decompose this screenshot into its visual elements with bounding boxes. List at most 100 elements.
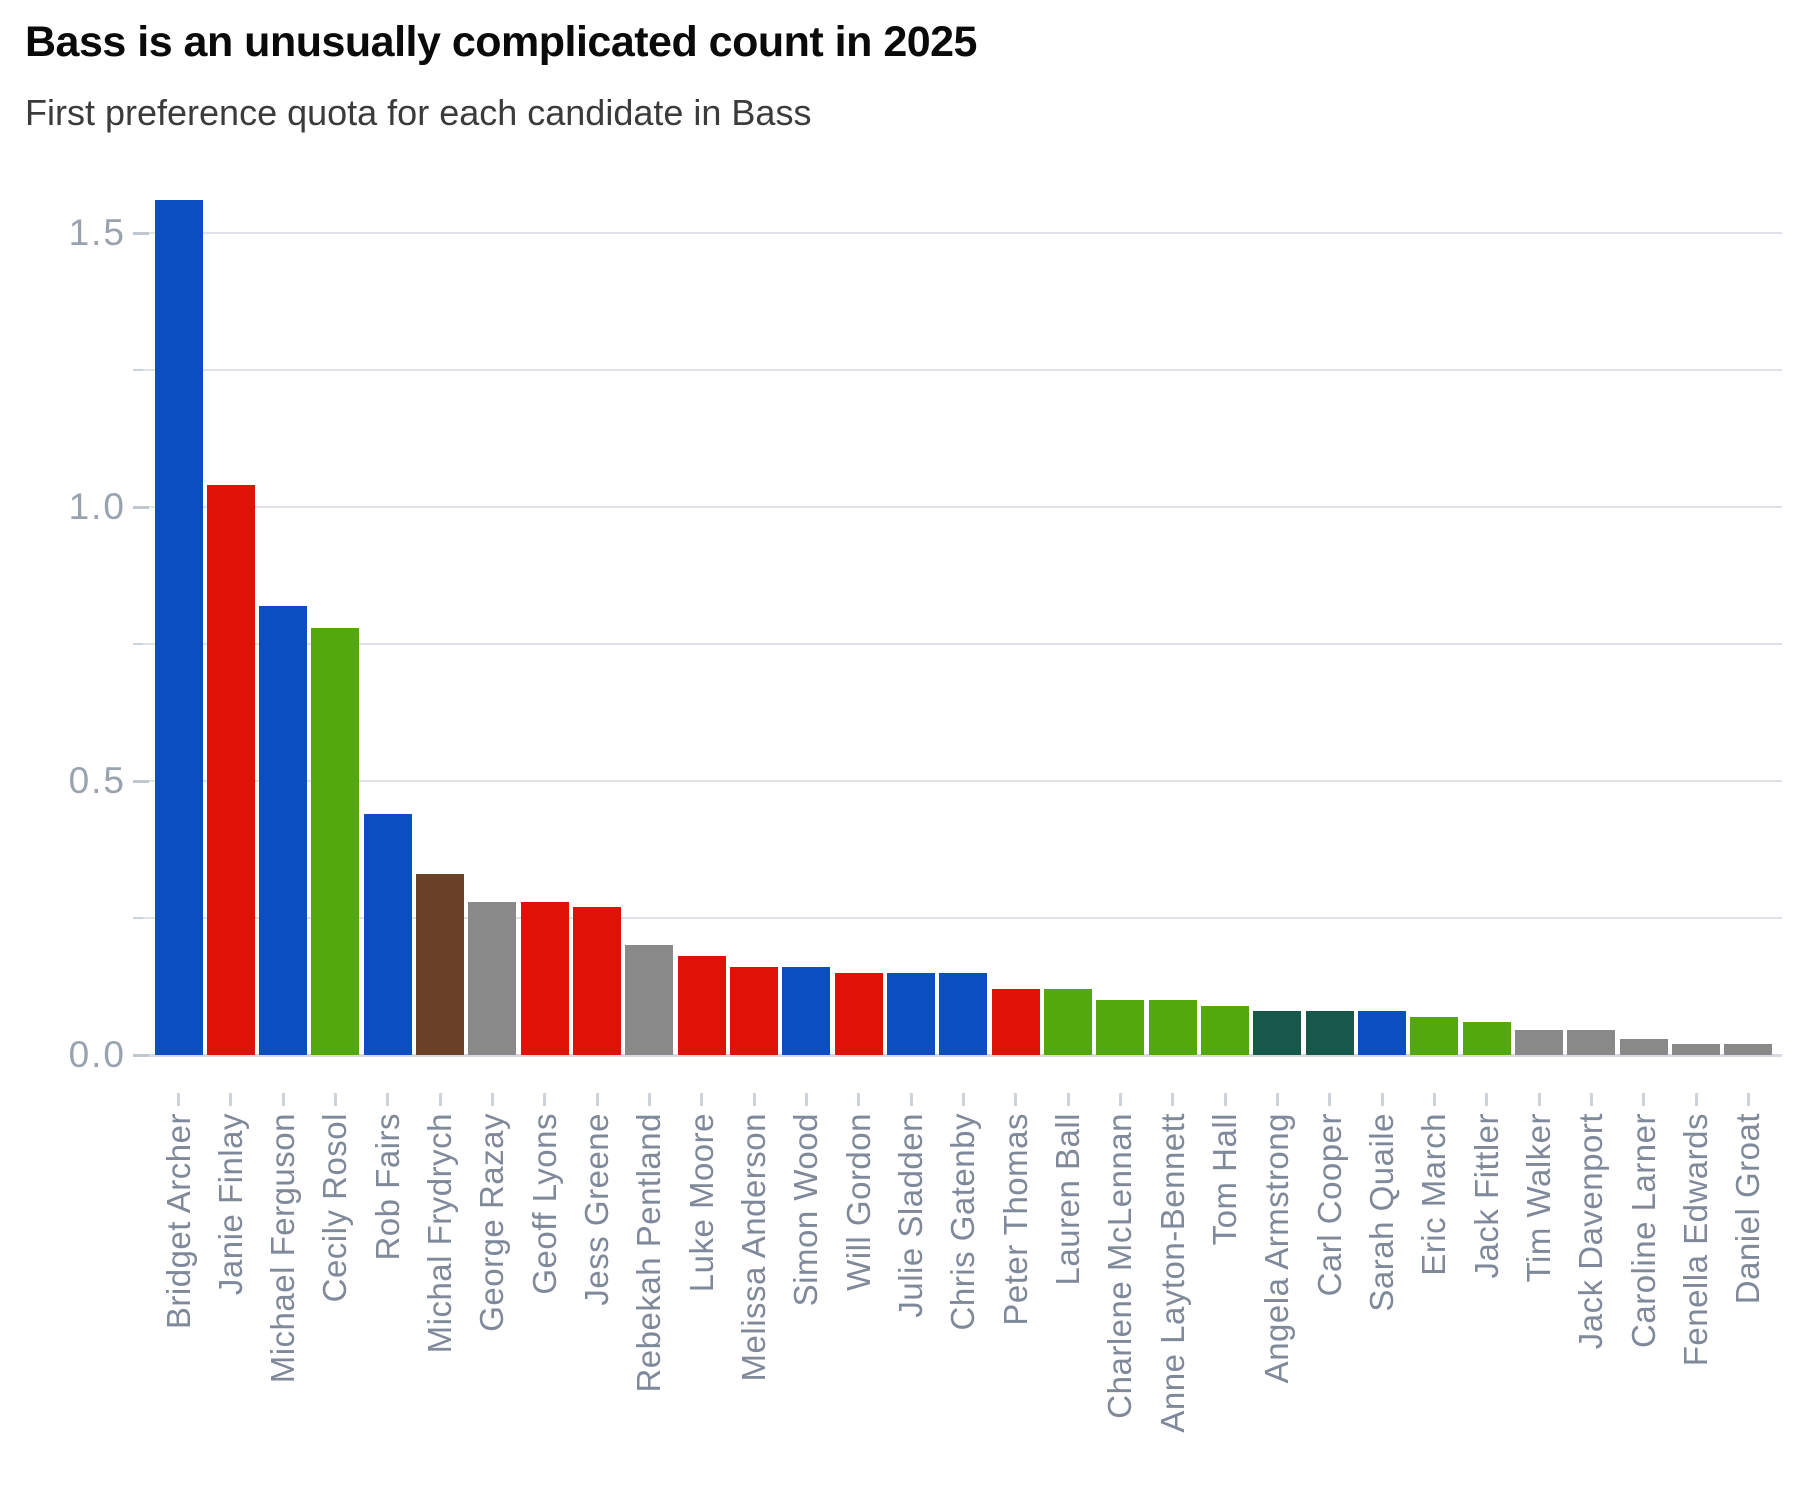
bar — [939, 973, 988, 1055]
x-tick-mark — [909, 1093, 913, 1106]
x-tick-mark — [438, 1093, 442, 1106]
bar — [677, 956, 726, 1055]
y-tick-label: 0.0 — [68, 1034, 126, 1075]
chart-subtitle: First preference quota for each candidat… — [25, 92, 812, 133]
bar — [1515, 1030, 1564, 1055]
bar — [1410, 1017, 1459, 1055]
bar — [1305, 1011, 1354, 1055]
x-axis-label: Angela Armstrong — [1258, 1113, 1296, 1384]
x-tick-mark — [229, 1093, 233, 1106]
x-tick-mark — [1432, 1093, 1436, 1106]
x-tick-mark — [1066, 1093, 1070, 1106]
x-tick-mark — [333, 1093, 337, 1106]
y-minor-tick-mark — [133, 369, 143, 371]
x-tick-mark — [804, 1093, 808, 1106]
x-axis-label: Jack Davenport — [1572, 1113, 1610, 1350]
bar — [834, 973, 883, 1055]
x-tick-mark — [1485, 1093, 1489, 1106]
x-tick-mark — [961, 1093, 965, 1106]
x-tick-mark — [857, 1093, 861, 1106]
bar — [1096, 1000, 1145, 1055]
y-tick-label: 1.5 — [68, 212, 126, 253]
y-major-tick-mark — [133, 780, 149, 783]
x-tick-mark — [647, 1093, 651, 1106]
bar — [1672, 1044, 1721, 1055]
y-tick-label: 1.0 — [68, 486, 126, 527]
x-tick-mark — [1746, 1093, 1750, 1106]
x-axis-label: Caroline Larner — [1624, 1113, 1662, 1348]
y-major-tick-mark — [133, 1054, 149, 1057]
x-axis-label: Jack Fittler — [1467, 1113, 1505, 1279]
bar — [782, 967, 831, 1055]
x-axis-label: Luke Moore — [682, 1113, 720, 1293]
x-axis-label: Anne Layton-Bennett — [1153, 1113, 1191, 1433]
x-axis-label: Eric March — [1415, 1113, 1453, 1276]
x-tick-mark — [1537, 1093, 1541, 1106]
x-tick-mark — [490, 1093, 494, 1106]
x-tick-mark — [386, 1093, 390, 1106]
x-axis-label: Julie Sladden — [892, 1113, 930, 1318]
bar — [887, 973, 936, 1055]
x-tick-mark — [281, 1093, 285, 1106]
bar — [730, 967, 779, 1055]
x-axis-label: Rob Fairs — [368, 1113, 406, 1261]
x-tick-mark — [1589, 1093, 1593, 1106]
x-axis-label: Charlene McLennan — [1101, 1113, 1139, 1419]
y-tick-label: 0.5 — [68, 760, 126, 801]
x-tick-mark — [1380, 1093, 1384, 1106]
y-minor-tick-mark — [133, 643, 143, 645]
bar — [1724, 1044, 1773, 1055]
bar — [1619, 1039, 1668, 1055]
x-axis-label: Jess Greene — [578, 1113, 616, 1306]
x-axis-label: Will Gordon — [839, 1113, 877, 1291]
x-axis-label: Sarah Quaile — [1363, 1113, 1401, 1312]
gridline — [135, 643, 1782, 645]
y-major-tick-mark — [133, 506, 149, 509]
x-axis-label: Carl Cooper — [1310, 1113, 1348, 1297]
x-tick-mark — [543, 1093, 547, 1106]
x-tick-mark — [177, 1093, 180, 1106]
x-axis-label: Michael Ferguson — [264, 1113, 302, 1384]
bar — [1148, 1000, 1197, 1055]
bar — [625, 945, 674, 1055]
x-axis-label: Janie Finlay — [211, 1113, 249, 1296]
bar — [1044, 989, 1093, 1055]
bar — [573, 907, 622, 1055]
x-axis-label: Melissa Anderson — [735, 1113, 773, 1382]
x-tick-mark — [1014, 1093, 1018, 1106]
x-axis-label: Rebekah Pentland — [630, 1113, 668, 1393]
x-axis-label: Lauren Ball — [1049, 1113, 1087, 1286]
bar — [468, 902, 517, 1055]
bar — [206, 485, 255, 1055]
x-axis-label: Tim Walker — [1520, 1113, 1558, 1283]
x-axis-label: Bridget Archer — [159, 1113, 197, 1330]
x-axis-label: Simon Wood — [787, 1113, 825, 1307]
x-axis-label: Peter Thomas — [996, 1113, 1034, 1326]
gridline — [135, 506, 1782, 508]
x-axis-label: George Razay — [473, 1113, 511, 1332]
x-axis-label: Michal Frydrych — [421, 1113, 459, 1354]
bar — [1567, 1030, 1616, 1055]
gridline — [135, 780, 1782, 782]
gridline — [135, 917, 1782, 919]
x-axis-label: Fenella Edwards — [1677, 1113, 1715, 1367]
x-tick-mark — [1223, 1093, 1227, 1106]
bar — [1462, 1022, 1511, 1055]
gridline — [135, 369, 1782, 371]
gridline — [135, 232, 1782, 234]
x-axis-label: Geoff Lyons — [525, 1113, 563, 1295]
bar — [416, 874, 465, 1055]
x-tick-mark — [700, 1093, 704, 1106]
bar — [991, 989, 1040, 1055]
x-tick-mark — [1642, 1093, 1646, 1106]
x-axis-label: Tom Hall — [1206, 1113, 1244, 1246]
x-axis-line — [135, 1054, 1782, 1057]
x-tick-mark — [752, 1093, 756, 1106]
x-tick-mark — [1275, 1093, 1279, 1106]
x-axis-label: Chris Gatenby — [944, 1113, 982, 1331]
x-tick-mark — [1118, 1093, 1122, 1106]
bar — [259, 606, 308, 1055]
bar — [311, 628, 360, 1055]
x-tick-mark — [1328, 1093, 1332, 1106]
x-tick-mark — [1171, 1093, 1175, 1106]
